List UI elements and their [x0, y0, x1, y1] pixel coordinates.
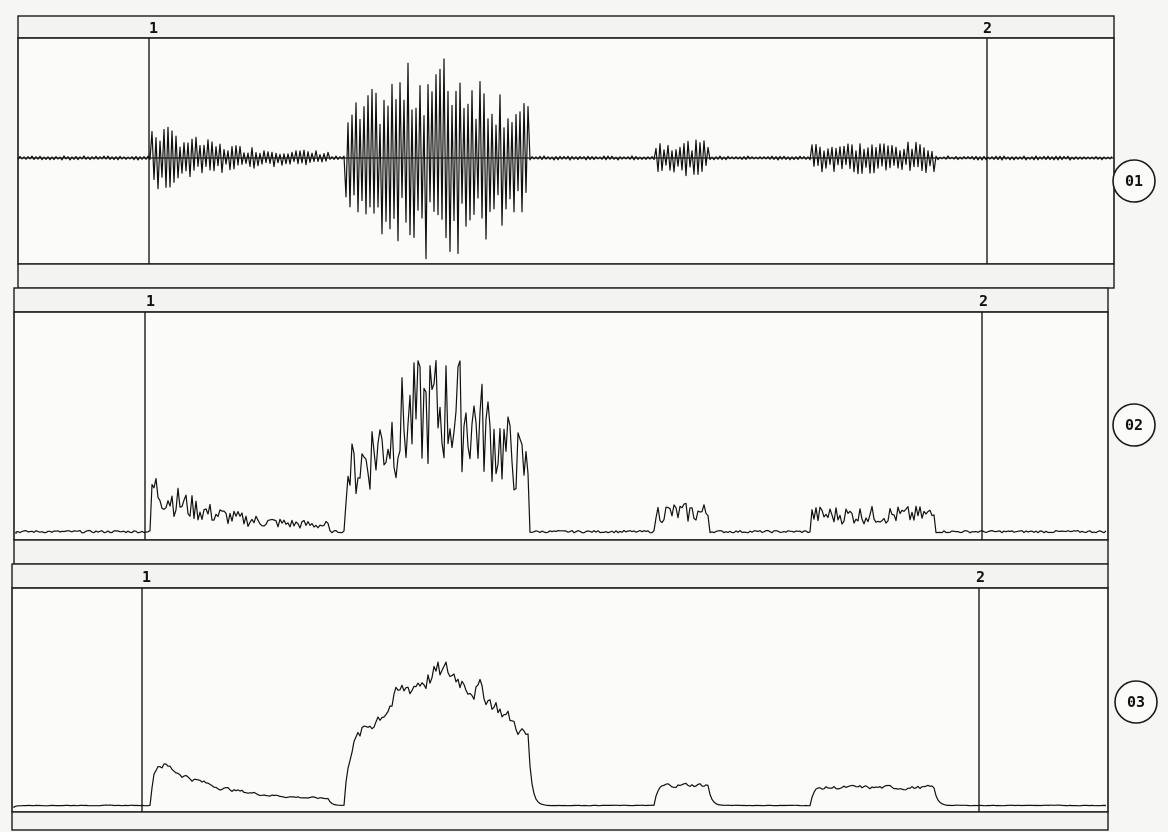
panel-01-frame — [17, 37, 1115, 265]
panel-03-frame — [11, 587, 1109, 813]
trace-id-01-label: 01 — [1125, 172, 1143, 190]
panel-01-waveform-trace — [17, 58, 1113, 260]
panel-02-envelope-trace — [15, 360, 1107, 534]
panel-03-marker-end-label: 2 — [976, 568, 985, 586]
panel-03-smoothed-trace — [13, 661, 1107, 808]
panel-02-header — [13, 287, 1109, 313]
panel-02-frame — [13, 311, 1109, 541]
panel-03: 1 2 — [11, 563, 1109, 813]
panel-01-marker-start-label: 1 — [149, 19, 158, 37]
panel-03-header — [11, 563, 1109, 589]
panel-01-header — [17, 15, 1115, 39]
panel-02-marker-end-label: 2 — [979, 292, 988, 310]
trace-id-03-label: 03 — [1127, 693, 1145, 711]
trace-id-03: 03 — [1114, 680, 1158, 724]
trace-id-02-circle — [1112, 403, 1156, 447]
panel-01: 1 2 — [17, 15, 1115, 265]
panel-03-footer-strip — [11, 811, 1109, 831]
panel-02-footer-strip — [13, 539, 1109, 565]
panel-02-marker-start-label: 1 — [146, 292, 155, 310]
trace-id-01-circle — [1112, 159, 1156, 203]
panel-02: 1 2 — [13, 287, 1109, 541]
trace-id-02: 02 — [1112, 403, 1156, 447]
trace-id-03-circle — [1114, 680, 1158, 724]
panel-01-footer-strip — [17, 263, 1115, 289]
panel-03-marker-start-label: 1 — [142, 568, 151, 586]
trace-id-01: 01 — [1112, 159, 1156, 203]
panel-01-marker-end-label: 2 — [983, 19, 992, 37]
trace-id-02-label: 02 — [1125, 416, 1143, 434]
